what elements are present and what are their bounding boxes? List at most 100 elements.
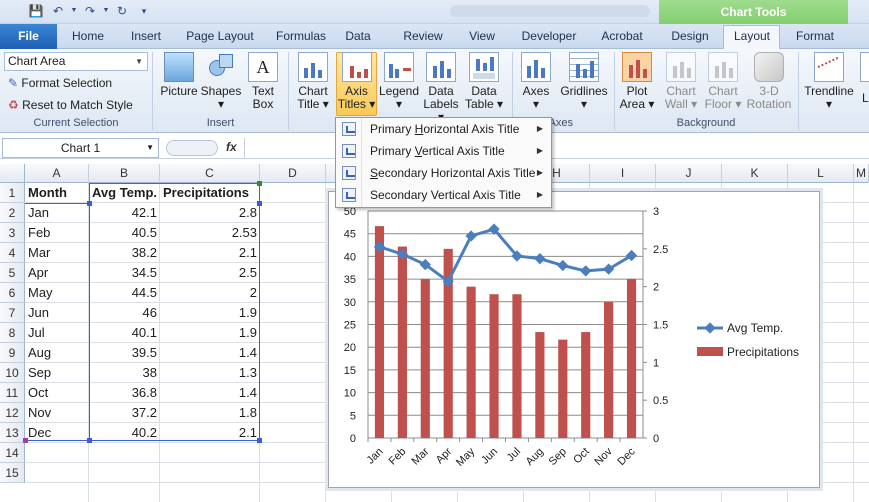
tab-file[interactable]: File <box>0 24 57 49</box>
undo-dropdown-icon[interactable]: ▼ <box>70 7 78 14</box>
column-header[interactable]: D <box>260 164 326 183</box>
column-header[interactable]: A <box>25 164 89 183</box>
axis-titles-button[interactable]: Axis Titles ▾ <box>336 52 377 116</box>
tab-acrobat[interactable]: Acrobat <box>601 29 643 43</box>
data-cell[interactable]: 1.9 <box>238 305 257 320</box>
column-header[interactable]: L <box>788 164 854 183</box>
range-handle[interactable] <box>87 201 92 206</box>
data-cell[interactable]: 2.1 <box>238 245 257 260</box>
data-cell[interactable]: 2 <box>249 285 257 300</box>
rotation-button[interactable]: 3-D Rotation <box>744 52 794 116</box>
shapes-button[interactable]: Shapes ▾ <box>200 52 242 116</box>
tab-developer[interactable]: Developer <box>521 29 577 43</box>
tab-layout[interactable]: Layout <box>733 29 771 43</box>
data-cell[interactable]: Dec <box>28 425 52 440</box>
data-cell[interactable]: 37.2 <box>131 405 157 420</box>
tab-formulas[interactable]: Formulas <box>275 29 326 43</box>
undo-icon[interactable]: ↶ <box>52 4 64 18</box>
menu-item-primary-vertical-axis-title[interactable]: Primary Vertical Axis Title ▶ <box>336 140 551 162</box>
data-cell[interactable]: 1.9 <box>238 325 257 340</box>
data-cell[interactable]: 36.8 <box>131 385 157 400</box>
data-cell[interactable]: 2.53 <box>231 225 257 240</box>
axes-button[interactable]: Axes ▾ <box>516 52 556 116</box>
data-cell[interactable]: Aug <box>28 345 52 360</box>
redo-icon[interactable]: ↷ <box>84 4 96 18</box>
row-header[interactable]: 13 <box>0 423 25 443</box>
row-header[interactable]: 3 <box>0 223 25 243</box>
data-labels-button[interactable]: Data Labels ▾ <box>420 52 462 124</box>
data-cell[interactable]: Sep <box>28 365 52 380</box>
menu-item-secondary-horizontal-axis-title[interactable]: Secondary Horizontal Axis Title ▶ <box>336 162 551 184</box>
row-header[interactable]: 7 <box>0 303 25 323</box>
tab-insert[interactable]: Insert <box>130 29 161 43</box>
data-cell[interactable]: Apr <box>28 265 49 280</box>
data-cell[interactable]: 44.5 <box>131 285 157 300</box>
data-cell[interactable]: 1.8 <box>238 405 257 420</box>
tab-format[interactable]: Format <box>795 29 834 43</box>
data-cell[interactable]: 2.8 <box>238 205 257 220</box>
column-header[interactable]: C <box>160 164 260 183</box>
row-header[interactable]: 4 <box>0 243 25 263</box>
data-cell[interactable]: 34.5 <box>131 265 157 280</box>
range-handle[interactable] <box>257 201 262 206</box>
data-cell[interactable]: 2.5 <box>238 265 257 280</box>
header-cell[interactable]: Month <box>28 185 67 200</box>
data-cell[interactable]: Nov <box>28 405 52 420</box>
data-table-button[interactable]: Data Table ▾ <box>463 52 505 116</box>
column-header[interactable]: M <box>854 164 869 183</box>
column-header[interactable]: I <box>590 164 656 183</box>
range-handle[interactable] <box>257 438 262 443</box>
legend-button[interactable]: Legend ▾ <box>378 52 420 116</box>
data-cell[interactable]: 42.1 <box>131 205 157 220</box>
tab-data[interactable]: Data <box>345 29 371 43</box>
redo-dropdown-icon[interactable]: ▼ <box>102 7 110 14</box>
tab-design[interactable]: Design <box>671 29 709 43</box>
formula-input[interactable] <box>244 138 869 158</box>
customize-icon[interactable]: ▾ <box>141 6 147 16</box>
insert-function-icon[interactable]: fx <box>226 140 237 154</box>
column-header[interactable]: K <box>722 164 788 183</box>
data-cell[interactable]: 1.4 <box>238 345 257 360</box>
range-handle[interactable] <box>87 438 92 443</box>
column-header[interactable]: B <box>89 164 160 183</box>
format-selection-button[interactable]: ✎ Format Selection <box>8 74 112 92</box>
tab-view[interactable]: View <box>469 29 495 43</box>
row-header[interactable]: 11 <box>0 383 25 403</box>
select-all-corner[interactable] <box>0 164 25 183</box>
text-box-button[interactable]: A Text Box <box>244 52 282 116</box>
picture-button[interactable]: Picture <box>158 52 200 116</box>
gridlines-button[interactable]: Gridlines ▾ <box>558 52 610 116</box>
data-cell[interactable]: 2.1 <box>238 425 257 440</box>
menu-item-primary-horizontal-axis-title[interactable]: Primary Horizontal Axis Title ▶ <box>336 118 551 140</box>
lines-icon-clipped[interactable] <box>860 52 869 82</box>
data-cell[interactable]: May <box>28 285 53 300</box>
chart-floor-button[interactable]: Chart Floor ▾ <box>702 52 744 116</box>
tab-review[interactable]: Review <box>403 29 443 43</box>
repeat-icon[interactable]: ↻ <box>116 4 128 18</box>
data-cell[interactable]: Mar <box>28 245 51 260</box>
row-header[interactable]: 2 <box>0 203 25 223</box>
trendline-button[interactable]: Trendline ▾ <box>802 52 856 116</box>
row-header[interactable]: 9 <box>0 343 25 363</box>
column-header[interactable]: J <box>656 164 722 183</box>
row-header[interactable]: 6 <box>0 283 25 303</box>
row-header[interactable]: 14 <box>0 443 25 463</box>
name-box[interactable]: Chart 1 ▼ <box>2 138 159 158</box>
chart-wall-button[interactable]: Chart Wall ▾ <box>660 52 702 116</box>
row-header[interactable]: 5 <box>0 263 25 283</box>
data-cell[interactable]: Jun <box>28 305 49 320</box>
data-cell[interactable]: Jan <box>28 205 49 220</box>
menu-item-secondary-vertical-axis-title[interactable]: Secondary Vertical Axis Title ▶ <box>336 184 551 206</box>
row-header[interactable]: 1 <box>0 183 25 203</box>
data-cell[interactable]: 40.5 <box>131 225 157 240</box>
tab-page-layout[interactable]: Page Layout <box>186 29 254 43</box>
save-icon[interactable]: 💾 <box>28 4 44 18</box>
data-cell[interactable]: 46 <box>142 305 157 320</box>
data-cell[interactable]: 40.2 <box>131 425 157 440</box>
row-header[interactable]: 10 <box>0 363 25 383</box>
data-cell[interactable]: 38.2 <box>131 245 157 260</box>
data-cell[interactable]: 40.1 <box>131 325 157 340</box>
header-cell[interactable]: Precipitations <box>163 185 249 200</box>
reset-style-button[interactable]: ♻ Reset to Match Style <box>8 96 133 114</box>
